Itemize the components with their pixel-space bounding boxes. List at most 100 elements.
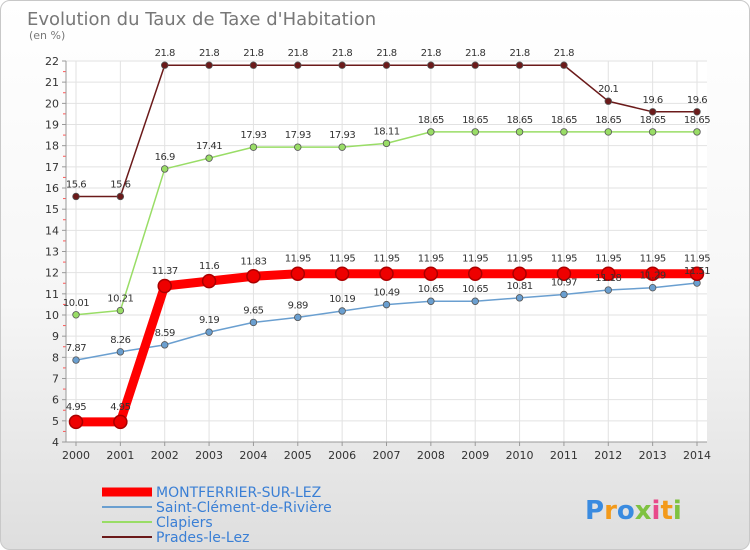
data-point bbox=[693, 108, 701, 116]
data-label: 11.95 bbox=[507, 254, 533, 265]
data-point bbox=[604, 97, 612, 105]
data-label: 18.65 bbox=[551, 115, 577, 126]
data-label: 21.8 bbox=[199, 48, 219, 59]
logo-letter: t bbox=[660, 496, 672, 526]
data-label: 21.8 bbox=[421, 48, 441, 59]
data-label: 11.95 bbox=[285, 254, 311, 265]
data-label: 11.83 bbox=[240, 256, 266, 267]
data-point bbox=[648, 108, 657, 116]
data-point bbox=[161, 165, 169, 173]
data-point bbox=[512, 266, 527, 281]
data-label: 10.01 bbox=[63, 298, 89, 309]
series-clapiers bbox=[72, 128, 701, 319]
y-tick-label: 14 bbox=[45, 224, 59, 237]
chart-subtitle: (en %) bbox=[29, 29, 65, 42]
x-tick-label: 2004 bbox=[239, 449, 267, 462]
data-point bbox=[201, 273, 217, 289]
data-label: 8.26 bbox=[110, 335, 130, 346]
data-point bbox=[556, 266, 572, 281]
data-label: 10.65 bbox=[418, 284, 444, 295]
logo-letter: o bbox=[617, 496, 635, 526]
data-label: 21.8 bbox=[288, 48, 308, 59]
logo-letter: i bbox=[673, 496, 682, 526]
x-tick-label: 2011 bbox=[550, 449, 578, 462]
data-point bbox=[205, 154, 213, 162]
legend-item-label: MONTFERRIER-SUR-LEZ bbox=[156, 485, 321, 501]
x-tick-label: 2010 bbox=[506, 449, 534, 462]
data-label: 10.19 bbox=[329, 294, 355, 305]
data-label: 9.19 bbox=[199, 315, 219, 326]
data-point bbox=[560, 61, 568, 69]
y-tick-label: 16 bbox=[45, 182, 59, 195]
data-point bbox=[427, 128, 435, 136]
data-point bbox=[246, 269, 261, 284]
y-tick-label: 7 bbox=[52, 373, 59, 386]
x-tick-label: 2013 bbox=[639, 449, 667, 462]
data-point bbox=[427, 61, 435, 69]
data-label: 10.49 bbox=[373, 288, 399, 299]
y-tick-label: 13 bbox=[45, 246, 59, 259]
data-label: 11.29 bbox=[640, 271, 666, 282]
data-label: 11.95 bbox=[373, 254, 399, 265]
data-label: 11.95 bbox=[684, 254, 710, 265]
axes: 4 5 6 7 8 9 10 11 12 13 14 15 16 17 18 19 20 21 22 2000 2001… bbox=[45, 55, 711, 462]
logo-text: Proxiti bbox=[585, 496, 682, 526]
y-tick-label: 5 bbox=[52, 415, 59, 428]
data-point bbox=[601, 266, 616, 281]
data-label: 21.8 bbox=[509, 48, 529, 59]
x-tick-label: 2000 bbox=[62, 449, 90, 462]
data-point bbox=[116, 348, 125, 356]
y-tick-label: 12 bbox=[45, 267, 59, 280]
series-group bbox=[68, 61, 705, 430]
data-point bbox=[471, 297, 479, 305]
y-tick-label: 18 bbox=[45, 140, 59, 153]
data-point bbox=[648, 283, 657, 292]
data-label: 17.93 bbox=[329, 130, 355, 141]
y-tick-label: 6 bbox=[52, 394, 59, 407]
data-label: 17.93 bbox=[240, 130, 266, 141]
data-label: 17.93 bbox=[285, 130, 311, 141]
data-label: 11.18 bbox=[595, 273, 621, 284]
logo-letter: P bbox=[585, 496, 604, 526]
data-point bbox=[205, 61, 213, 69]
data-label: 18.11 bbox=[373, 126, 399, 137]
data-point bbox=[604, 128, 612, 136]
data-labels: 15.6 15.6 21.8 21.8 21.8 21.8 21.8 21.8 21.8 21.8… bbox=[63, 48, 711, 413]
data-point bbox=[471, 61, 479, 69]
data-label: 7.87 bbox=[66, 343, 86, 354]
series-montferrier-sur-lez bbox=[68, 266, 705, 430]
data-label: 10.65 bbox=[462, 284, 488, 295]
data-label: 21.8 bbox=[376, 48, 396, 59]
data-label: 18.65 bbox=[684, 115, 710, 126]
data-label: 11.95 bbox=[462, 254, 488, 265]
data-point bbox=[515, 128, 524, 136]
data-point bbox=[382, 139, 391, 148]
series-saint-cl-ment-de-rivi-re bbox=[72, 279, 701, 364]
data-point bbox=[113, 414, 128, 430]
data-label: 10.21 bbox=[107, 294, 133, 305]
x-tick-label: 2014 bbox=[683, 449, 711, 462]
data-point bbox=[338, 61, 346, 69]
legend-item-label: Clapiers bbox=[156, 515, 213, 531]
data-point bbox=[205, 328, 213, 336]
data-point bbox=[116, 192, 125, 201]
data-label: 21.8 bbox=[332, 48, 352, 59]
x-tick-label: 2007 bbox=[373, 449, 401, 462]
data-label: 11.95 bbox=[551, 254, 577, 265]
data-point bbox=[382, 61, 391, 69]
data-label: 18.65 bbox=[418, 115, 444, 126]
data-point bbox=[515, 294, 524, 302]
data-point bbox=[294, 313, 302, 322]
y-tick-label: 8 bbox=[52, 351, 59, 364]
y-tick-label: 20 bbox=[45, 97, 59, 110]
legend: MONTFERRIER-SUR-LEZSaint-Clément-de-Rivi… bbox=[102, 485, 332, 546]
data-point bbox=[604, 286, 612, 294]
data-point bbox=[72, 311, 80, 319]
data-point bbox=[249, 318, 258, 327]
x-tick-label: 2008 bbox=[417, 449, 445, 462]
data-point bbox=[471, 128, 479, 136]
data-label: 11.95 bbox=[329, 254, 355, 265]
x-tick-label: 2006 bbox=[328, 449, 356, 462]
data-point bbox=[72, 356, 80, 364]
data-label: 11.95 bbox=[595, 254, 621, 265]
